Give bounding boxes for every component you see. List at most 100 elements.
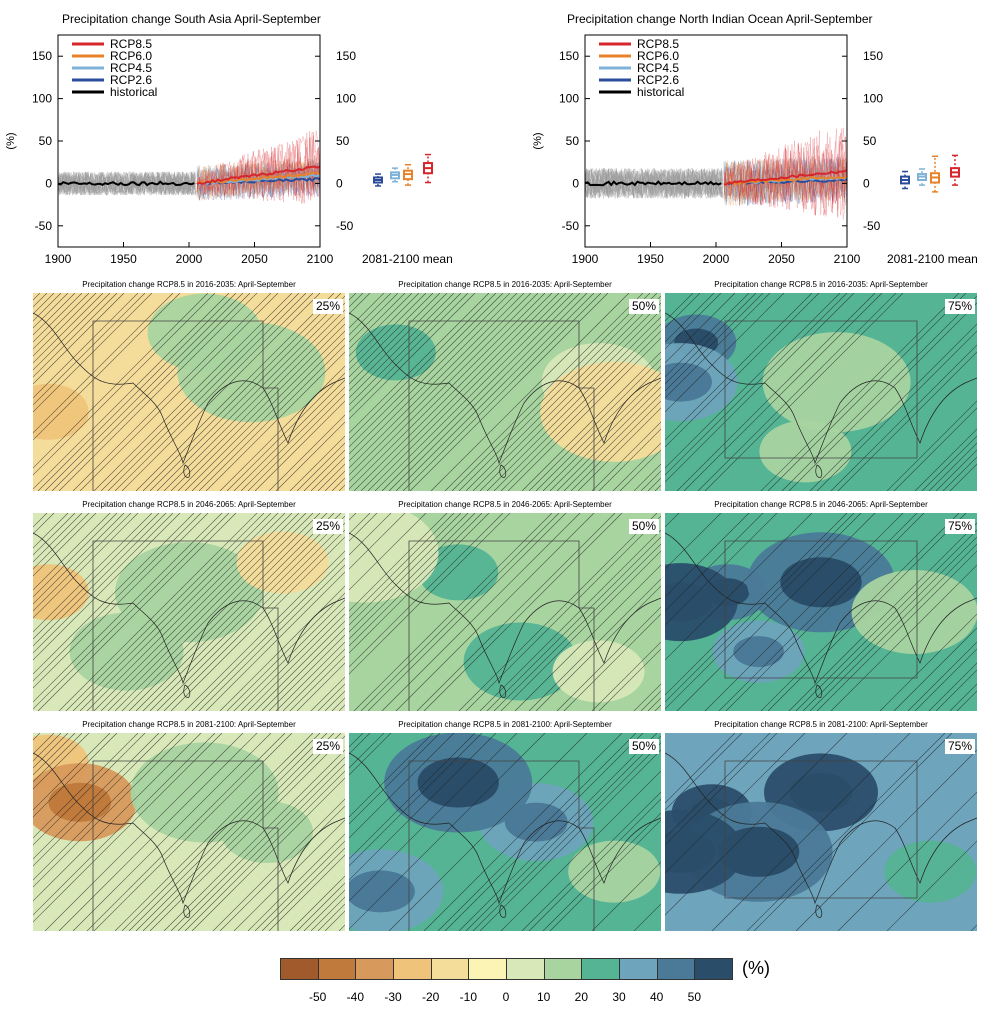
hatch-line — [275, 641, 345, 711]
hatch-line — [33, 293, 69, 329]
hatch-line — [349, 513, 483, 647]
map-panel: 25% — [33, 293, 345, 491]
hatch-line — [349, 513, 469, 633]
hatch-line — [44, 733, 244, 931]
hatch-line — [268, 854, 345, 931]
hatch-line — [205, 571, 345, 711]
scenario-trace — [723, 159, 848, 206]
scenario-trace — [196, 158, 321, 200]
scenario-trace — [723, 135, 848, 218]
hatch-line — [493, 543, 661, 711]
hatch-line — [33, 293, 216, 476]
hatch-line — [142, 513, 342, 711]
historical-trace — [584, 168, 723, 199]
percentile-badge: 50% — [628, 299, 659, 314]
map-panel: 25% — [33, 733, 345, 931]
hatch-line — [886, 840, 977, 931]
y-tick-label: -50 — [35, 219, 53, 233]
y-tick-label: -50 — [863, 219, 881, 233]
y-tick-label: 150 — [559, 49, 579, 63]
hatch-line — [349, 733, 392, 776]
sri-lanka-outline — [499, 684, 507, 698]
hatch-line — [170, 536, 345, 711]
hatch-line — [360, 293, 560, 491]
hatch-line — [598, 428, 661, 491]
y-tick-label: 100 — [863, 92, 883, 106]
map-contour-core — [780, 557, 862, 608]
historical-trace — [584, 168, 723, 199]
hatch-line — [191, 557, 345, 711]
map-contour-region — [762, 332, 911, 433]
hatch-line — [665, 513, 750, 598]
colorbar-tick-label: -40 — [346, 990, 364, 1004]
historical-trace — [57, 171, 196, 196]
hatch-line — [128, 513, 328, 711]
hatch-line — [135, 513, 335, 711]
sri-lanka-outline — [499, 904, 507, 918]
hatch-line — [349, 513, 504, 668]
hatch-line — [349, 293, 462, 406]
map-title: Precipitation change RCP8.5 in 2016-2035… — [82, 280, 296, 289]
hatch-line — [33, 513, 132, 612]
hatch-line — [514, 564, 661, 711]
map-svg — [665, 293, 977, 491]
timeseries-panel-south-asia: Precipitation change South Asia April-Se… — [0, 0, 491, 275]
hatch-line — [33, 513, 160, 640]
map-svg — [349, 513, 661, 711]
hatch-line — [93, 293, 293, 491]
hatch-line — [33, 733, 118, 818]
y-tick-label: 50 — [336, 134, 350, 148]
legend-label: RCP6.0 — [637, 49, 679, 63]
colorbar-cell — [355, 958, 394, 980]
hatch-line — [51, 293, 251, 491]
hatch-line — [683, 293, 883, 491]
percentile-badge: 25% — [312, 739, 343, 754]
region-box — [92, 760, 279, 931]
x-tick-label: 1900 — [45, 252, 72, 266]
hatch-line — [156, 302, 345, 491]
map-panel: 75% — [665, 513, 977, 711]
hatch-line — [388, 293, 588, 491]
hatch-line — [521, 791, 661, 931]
hatch-line — [665, 293, 848, 476]
hatch-line — [360, 513, 560, 711]
hatch-line — [33, 513, 230, 710]
y-axis-label: (%) — [532, 132, 544, 149]
y-tick-label: 100 — [559, 92, 579, 106]
scenario-trace — [723, 157, 848, 206]
map-contour-core — [504, 802, 568, 842]
scenario-trace — [196, 157, 321, 198]
hatch-line — [935, 669, 977, 711]
hatch-line — [479, 529, 661, 711]
hatch-line — [465, 515, 661, 711]
hatch-line — [349, 733, 483, 867]
hatch-line — [254, 620, 345, 711]
historical-trace — [57, 172, 196, 195]
x-tick-label: 2100 — [834, 252, 861, 266]
hatch-line — [349, 293, 469, 413]
hatch-line — [409, 293, 609, 491]
hatch-line — [349, 293, 504, 448]
hatch-line — [86, 513, 286, 711]
map-contour-region — [349, 513, 439, 603]
hatch-line — [33, 513, 181, 661]
y-tick-label: 0 — [336, 176, 343, 190]
timeseries-panel-north-indian-ocean: Precipitation change North Indian Ocean … — [527, 0, 982, 275]
hatch-line — [349, 513, 455, 619]
hatch-line — [349, 293, 441, 385]
map-svg — [665, 513, 977, 711]
hatch-line — [591, 641, 661, 711]
hatch-line — [226, 372, 345, 491]
hatch-line — [465, 735, 661, 931]
scenario-trace — [723, 128, 848, 220]
hatch-line — [33, 293, 125, 385]
x-tick-label: 2000 — [176, 252, 203, 266]
x-tick-label: 2100 — [307, 252, 334, 266]
hatch-line — [33, 513, 195, 675]
map-panel: 75% — [665, 293, 977, 491]
sri-lanka-outline — [183, 904, 191, 918]
hatch-line — [472, 742, 661, 931]
hatch-line — [191, 337, 345, 491]
percentile-badge: 25% — [312, 299, 343, 314]
hatch-line — [33, 293, 153, 413]
